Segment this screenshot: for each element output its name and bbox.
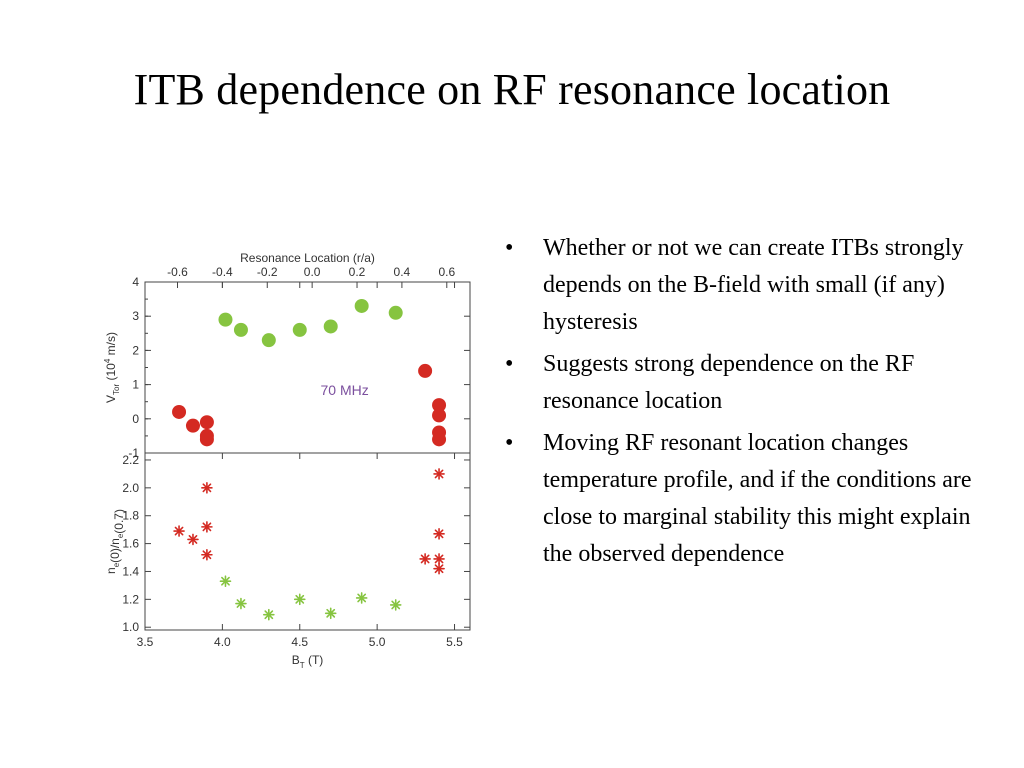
data-point-top <box>172 404 187 419</box>
bullet-item: Suggests strong dependence on the RF res… <box>505 346 1005 420</box>
data-point-bottom <box>219 575 232 588</box>
y-tick-label-bottom: 1.8 <box>122 509 139 523</box>
asterisk-stroke <box>188 535 198 544</box>
asterisk-stroke <box>326 608 336 618</box>
data-point-bottom <box>201 482 213 494</box>
data-point-bottom <box>389 599 402 611</box>
data-point-top <box>233 322 248 337</box>
asterisk-stroke <box>434 529 444 539</box>
y-tick-label-top: 3 <box>132 309 139 323</box>
y-tick-label-top: 1 <box>132 378 139 392</box>
data-point-top <box>354 298 369 313</box>
data-point-bottom <box>235 597 247 610</box>
top-axis-tick-label: 0.2 <box>349 265 366 279</box>
x-axis-label: BT (T) <box>292 653 324 670</box>
data-point-bottom <box>263 608 275 621</box>
data-point-bottom <box>355 592 368 604</box>
asterisk-stroke <box>174 526 184 536</box>
data-point-top <box>388 305 403 320</box>
y-tick-label-top: -1 <box>128 446 139 460</box>
asterisk-stroke <box>420 554 430 564</box>
data-point-bottom <box>433 528 445 540</box>
y-tick-label-top: 0 <box>132 412 139 426</box>
data-point-top <box>323 319 338 334</box>
asterisk-stroke <box>202 483 212 493</box>
data-point-bottom <box>433 553 445 565</box>
asterisk-stroke <box>264 610 274 620</box>
y-axis-label-top: VTor (104 m/s) <box>103 332 121 403</box>
top-axis-tick-label: -0.4 <box>212 265 233 279</box>
y-tick-label-bottom: 1.2 <box>122 592 139 606</box>
asterisk-stroke <box>391 600 401 610</box>
top-axis-tick-label: 0.6 <box>438 265 455 279</box>
top-axis-tick-label: -0.6 <box>167 265 188 279</box>
y-tick-label-bottom: 2.0 <box>122 481 139 495</box>
data-point-bottom <box>419 553 431 565</box>
chart: -1 0 1 2 3 4 -0.6 -0.4 -0.2 0.0 0.2 0.4 0.6 Resonance… <box>103 251 471 670</box>
data-point-bottom <box>201 521 213 533</box>
data-point-bottom <box>324 607 337 620</box>
data-point-bottom <box>201 548 213 561</box>
asterisk-stroke <box>202 522 212 532</box>
y-tick-label-top: 2 <box>132 343 139 357</box>
x-tick-label: 4.0 <box>214 635 231 649</box>
data-point-top <box>218 312 233 327</box>
x-tick-label: 5.5 <box>446 635 463 649</box>
annotation-label: 70 MHz <box>321 382 369 398</box>
bottom-panel-frame <box>144 452 471 631</box>
data-point-bottom <box>433 562 445 575</box>
data-point-top <box>432 398 447 413</box>
x-tick-label: 5.0 <box>369 635 386 649</box>
data-point-top <box>199 432 214 447</box>
y-axis-label-bottom: ne(0)/ne(0.7) <box>104 509 126 574</box>
top-axis-tick-label: 0.0 <box>304 265 321 279</box>
asterisk-stroke <box>221 576 230 586</box>
bullet-item: Moving RF resonant location changes temp… <box>505 425 1005 573</box>
data-point-bottom <box>187 533 199 546</box>
y-tick-label-top: 4 <box>132 275 139 289</box>
asterisk-stroke <box>236 599 246 608</box>
top-axis-tick-label: 0.4 <box>394 265 411 279</box>
bullet-item: Whether or not we can create ITBs strong… <box>505 230 1005 341</box>
data-point-top <box>261 333 276 348</box>
data-point-bottom <box>293 593 306 606</box>
x-tick-label: 4.5 <box>291 635 308 649</box>
data-point-top <box>292 322 307 337</box>
asterisk-stroke <box>434 564 444 574</box>
slide-title: ITB dependence on RF resonance location <box>133 65 891 114</box>
bullet-list: Whether or not we can create ITBs strong… <box>505 230 1005 578</box>
asterisk-stroke <box>434 469 444 479</box>
asterisk-stroke <box>295 594 305 604</box>
asterisk-stroke <box>434 554 444 564</box>
top-axis-tick-label: -0.2 <box>257 265 278 279</box>
asterisk-stroke <box>357 593 367 603</box>
x-tick-label: 3.5 <box>137 635 154 649</box>
y-tick-label-bottom: 1.6 <box>122 537 139 551</box>
asterisk-stroke <box>202 550 212 560</box>
y-tick-label-bottom: 1.4 <box>122 564 139 578</box>
y-tick-label-bottom: 1.0 <box>122 620 139 634</box>
data-point-top <box>185 418 200 433</box>
data-point-top <box>432 432 447 447</box>
top-axis-label: Resonance Location (r/a) <box>240 251 375 265</box>
data-point-top <box>418 363 433 378</box>
data-point-bottom <box>433 468 445 480</box>
data-point-top <box>432 408 447 423</box>
data-point-top <box>199 415 214 430</box>
data-point-bottom <box>173 525 185 537</box>
y-tick-label-bottom: 2.2 <box>122 453 139 467</box>
